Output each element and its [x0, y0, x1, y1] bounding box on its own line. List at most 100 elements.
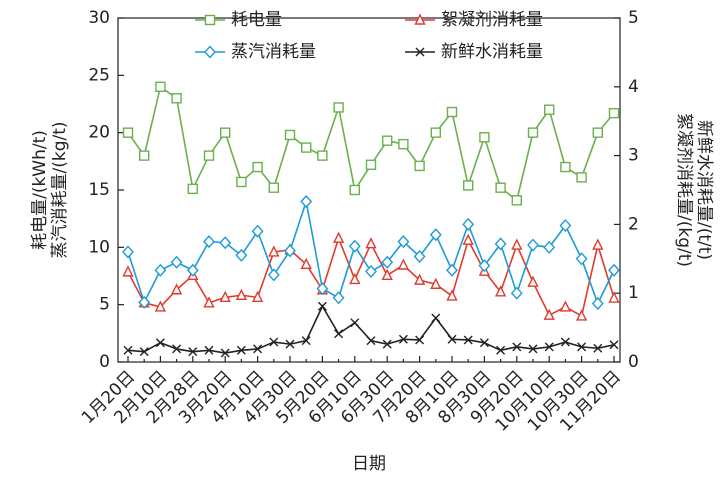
point [285, 339, 295, 349]
point [415, 335, 425, 345]
y-tick-label: 30 [88, 8, 110, 28]
point [543, 308, 555, 320]
series-line [127, 85, 615, 202]
point [528, 344, 538, 354]
y-tick-label: 25 [88, 65, 110, 85]
point [559, 300, 572, 312]
point [172, 344, 182, 354]
point [122, 265, 134, 277]
point [219, 290, 231, 303]
y-tick-label: 15 [88, 180, 110, 200]
point [284, 244, 296, 258]
y-axis-title: 耗电量/(kWh/t) [30, 130, 50, 250]
point [332, 231, 345, 243]
point [317, 301, 327, 311]
legend-label: 新鲜水消耗量 [441, 42, 543, 62]
point [366, 336, 376, 346]
y2-tick-label: 5 [628, 8, 639, 28]
point [463, 335, 473, 345]
point [414, 13, 426, 25]
point [300, 194, 313, 209]
legend-label: 蒸汽消耗量 [231, 42, 316, 62]
point [478, 259, 491, 273]
point [332, 291, 345, 305]
point [139, 347, 149, 357]
y-tick-label: 0 [99, 352, 110, 372]
y-tick-label: 10 [88, 237, 110, 257]
point [495, 182, 506, 193]
point [219, 236, 232, 250]
series-line [127, 304, 615, 354]
point [544, 342, 554, 352]
point [608, 291, 620, 303]
point [187, 183, 199, 195]
point [268, 245, 280, 257]
point [543, 240, 556, 254]
point [219, 127, 231, 138]
point [317, 150, 328, 161]
point [348, 239, 361, 253]
point [381, 268, 393, 281]
point [462, 217, 475, 231]
point [267, 268, 280, 282]
point [155, 81, 166, 93]
point [138, 150, 150, 161]
point [430, 277, 442, 289]
point [301, 336, 311, 346]
point [349, 184, 360, 196]
y-axis-title: 蒸汽消耗量/(kg/t) [50, 121, 70, 258]
point [334, 329, 344, 339]
point [154, 300, 167, 312]
point [527, 275, 539, 287]
point [415, 47, 425, 57]
point [252, 161, 263, 173]
point [349, 272, 361, 285]
point [446, 263, 458, 277]
point [123, 345, 133, 355]
point [269, 337, 279, 347]
point [365, 264, 377, 278]
point [236, 176, 247, 188]
x-axis-title: 日期 [352, 454, 386, 474]
point [251, 224, 264, 238]
point [413, 249, 426, 264]
y-tick-label: 20 [88, 123, 110, 143]
point [382, 339, 392, 349]
y2-tick-label: 4 [628, 77, 639, 97]
point [188, 347, 198, 357]
point [494, 237, 507, 251]
point [170, 283, 183, 295]
point [268, 182, 279, 193]
point [397, 235, 410, 249]
point [527, 238, 539, 252]
point [235, 248, 248, 262]
point [365, 237, 377, 249]
point [333, 102, 344, 113]
legend-label: 耗电量 [231, 10, 282, 30]
point [496, 345, 506, 355]
point [479, 338, 489, 348]
point [171, 93, 182, 104]
point [170, 255, 183, 269]
point [203, 296, 215, 308]
point [350, 318, 360, 328]
point [203, 150, 215, 161]
point [284, 129, 296, 141]
point [365, 159, 377, 170]
point [577, 342, 587, 352]
point [236, 345, 246, 355]
point [382, 135, 393, 146]
point [204, 14, 216, 26]
point [413, 273, 426, 285]
point [316, 282, 329, 296]
point [301, 142, 312, 153]
point [154, 263, 167, 277]
point [414, 160, 425, 172]
point [560, 337, 570, 347]
point [204, 345, 214, 355]
point [592, 238, 604, 250]
point [527, 127, 539, 138]
point [220, 348, 230, 358]
point [463, 180, 474, 191]
point [155, 338, 165, 348]
